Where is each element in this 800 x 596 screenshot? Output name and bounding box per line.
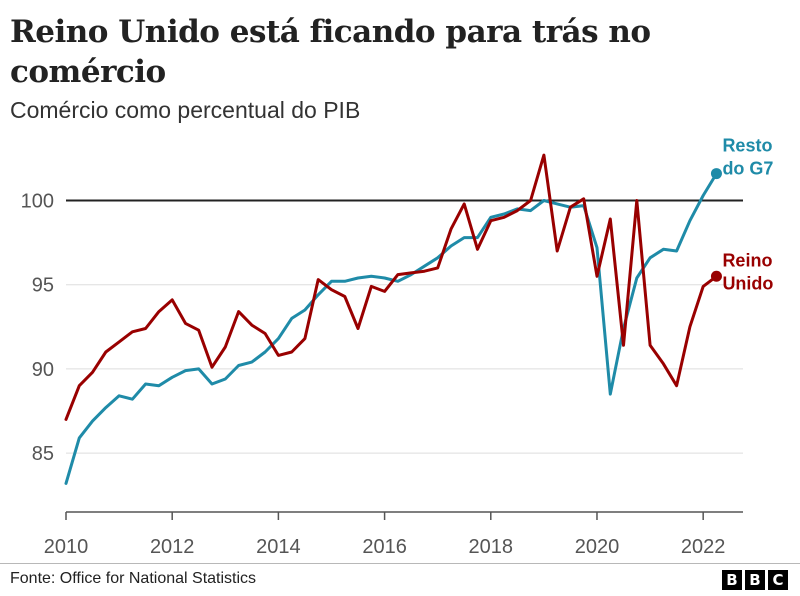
chart-subtitle: Comércio como percentual do PIB (10, 97, 361, 123)
x-tick-label: 2022 (681, 536, 726, 558)
y-tick-label: 95 (32, 275, 54, 297)
logo-letter: C (768, 570, 788, 590)
y-tick-label: 85 (32, 443, 54, 465)
bbc-logo: B B C (722, 570, 788, 590)
series-line-reino-unido (64, 153, 718, 421)
chart-title: Reino Unido está ficando para trás no co… (10, 14, 651, 90)
x-tick-label: 2014 (256, 536, 301, 558)
x-tick-label: 2012 (150, 536, 195, 558)
series-line-resto-g7 (64, 172, 718, 485)
logo-letter: B (745, 570, 765, 590)
x-tick-label: 2016 (362, 536, 407, 558)
series-lines (64, 153, 722, 485)
series-end-marker (710, 270, 722, 282)
footer-divider (0, 563, 800, 564)
series-label: do G7 (722, 159, 773, 179)
y-tick-label: 90 (32, 359, 54, 381)
y-tick-label: 100 (21, 191, 54, 213)
series-labels: Resto do G7 Reino Unido (722, 136, 773, 294)
x-tick-label: 2010 (44, 536, 89, 558)
logo-letter: B (722, 570, 742, 590)
series-label: Unido (722, 273, 773, 293)
axes: 85 90 95 100 2010 2012 2014 2016 2018 2020 2022 (21, 191, 743, 558)
series-end-marker (710, 168, 722, 180)
series-label: Reino (722, 250, 772, 270)
series-label: Resto (722, 136, 772, 156)
x-tick-label: 2020 (575, 536, 620, 558)
source-note: Fonte: Office for National Statistics (10, 570, 257, 587)
x-tick-label: 2018 (469, 536, 514, 558)
